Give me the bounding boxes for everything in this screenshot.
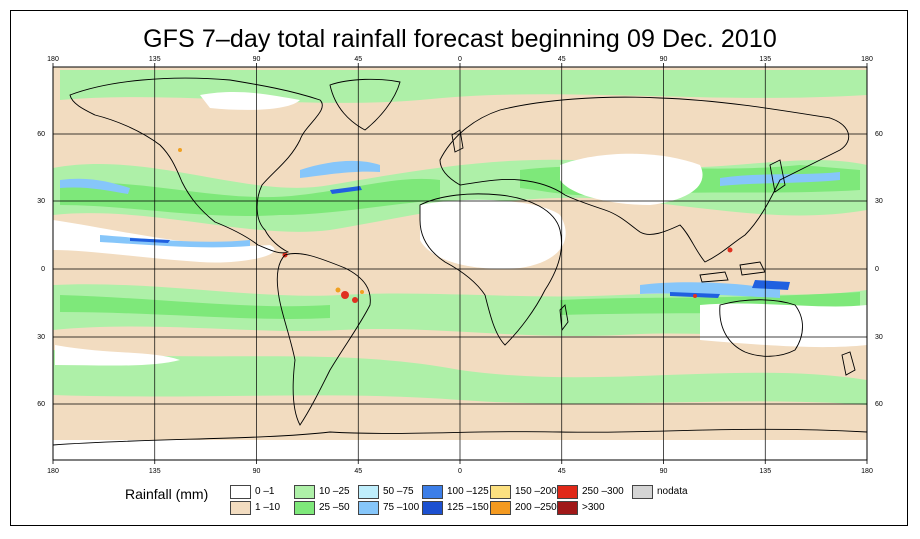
lon-tick-bottom: 45 xyxy=(354,468,362,475)
lon-tick-bottom: 90 xyxy=(253,468,261,475)
legend-swatch xyxy=(422,485,443,499)
figure-frame xyxy=(10,10,908,526)
lon-tick-top: 90 xyxy=(660,56,668,63)
lat-tick-left: 0 xyxy=(41,266,45,273)
map-title: GFS 7–day total rainfall forecast beginn… xyxy=(143,25,777,53)
legend-label: 100 –125 xyxy=(447,486,489,497)
lat-tick-right: 30 xyxy=(875,198,883,205)
legend-label: 125 –150 xyxy=(447,502,489,513)
lat-tick-left: 30 xyxy=(37,198,45,205)
lon-tick-bottom: 90 xyxy=(660,468,668,475)
rain-extreme xyxy=(130,186,790,298)
legend-swatch xyxy=(557,501,578,515)
lat-tick-left: 30 xyxy=(37,334,45,341)
legend-swatch xyxy=(490,485,511,499)
lon-tick-top: 180 xyxy=(861,56,873,63)
legend-label: 10 –25 xyxy=(319,486,350,497)
legend-swatch xyxy=(557,485,578,499)
legend-label: >300 xyxy=(582,502,605,513)
lon-tick-bottom: 45 xyxy=(558,468,566,475)
legend-title: Rainfall (mm) xyxy=(125,486,209,502)
legend-swatch xyxy=(632,485,653,499)
legend-swatch xyxy=(230,485,251,499)
legend-label: 50 –75 xyxy=(383,486,414,497)
legend-label: 25 –50 xyxy=(319,502,350,513)
legend-label: nodata xyxy=(657,486,688,497)
lon-tick-top: 45 xyxy=(558,56,566,63)
legend-label: 75 –100 xyxy=(383,502,420,513)
lon-tick-top: 135 xyxy=(149,56,161,63)
legend-label: 0 –1 xyxy=(255,486,275,497)
lon-tick-top: 180 xyxy=(47,56,59,63)
rain-peak xyxy=(282,247,733,303)
legend-label: 150 –200 xyxy=(515,486,557,497)
rain-peak-orange xyxy=(178,148,364,294)
lon-tick-bottom: 135 xyxy=(149,468,161,475)
lat-tick-left: 60 xyxy=(37,131,45,138)
legend-label: 1 –10 xyxy=(255,502,281,513)
lon-tick-top: 135 xyxy=(759,56,771,63)
lon-tick-bottom: 180 xyxy=(47,468,59,475)
legend-swatch xyxy=(358,501,379,515)
lon-tick-top: 0 xyxy=(458,56,462,63)
graticule xyxy=(53,67,867,460)
legend-swatch xyxy=(294,501,315,515)
rain-heavy xyxy=(60,160,840,298)
lat-tick-right: 30 xyxy=(875,334,883,341)
legend-swatch xyxy=(294,485,315,499)
legend-swatch xyxy=(230,501,251,515)
lon-tick-top: 90 xyxy=(253,56,261,63)
legend-swatch xyxy=(490,501,511,515)
lat-tick-right: 60 xyxy=(875,401,883,408)
legend-label: 200 –250 xyxy=(515,502,557,513)
lon-tick-top: 45 xyxy=(354,56,362,63)
legend-swatch xyxy=(358,485,379,499)
lat-tick-left: 60 xyxy=(37,401,45,408)
lon-tick-bottom: 0 xyxy=(458,468,462,475)
lat-tick-right: 60 xyxy=(875,131,883,138)
legend-swatch xyxy=(422,501,443,515)
lat-tick-right: 0 xyxy=(875,266,879,273)
lon-tick-bottom: 180 xyxy=(861,468,873,475)
lon-tick-bottom: 135 xyxy=(759,468,771,475)
legend-label: 250 –300 xyxy=(582,486,624,497)
